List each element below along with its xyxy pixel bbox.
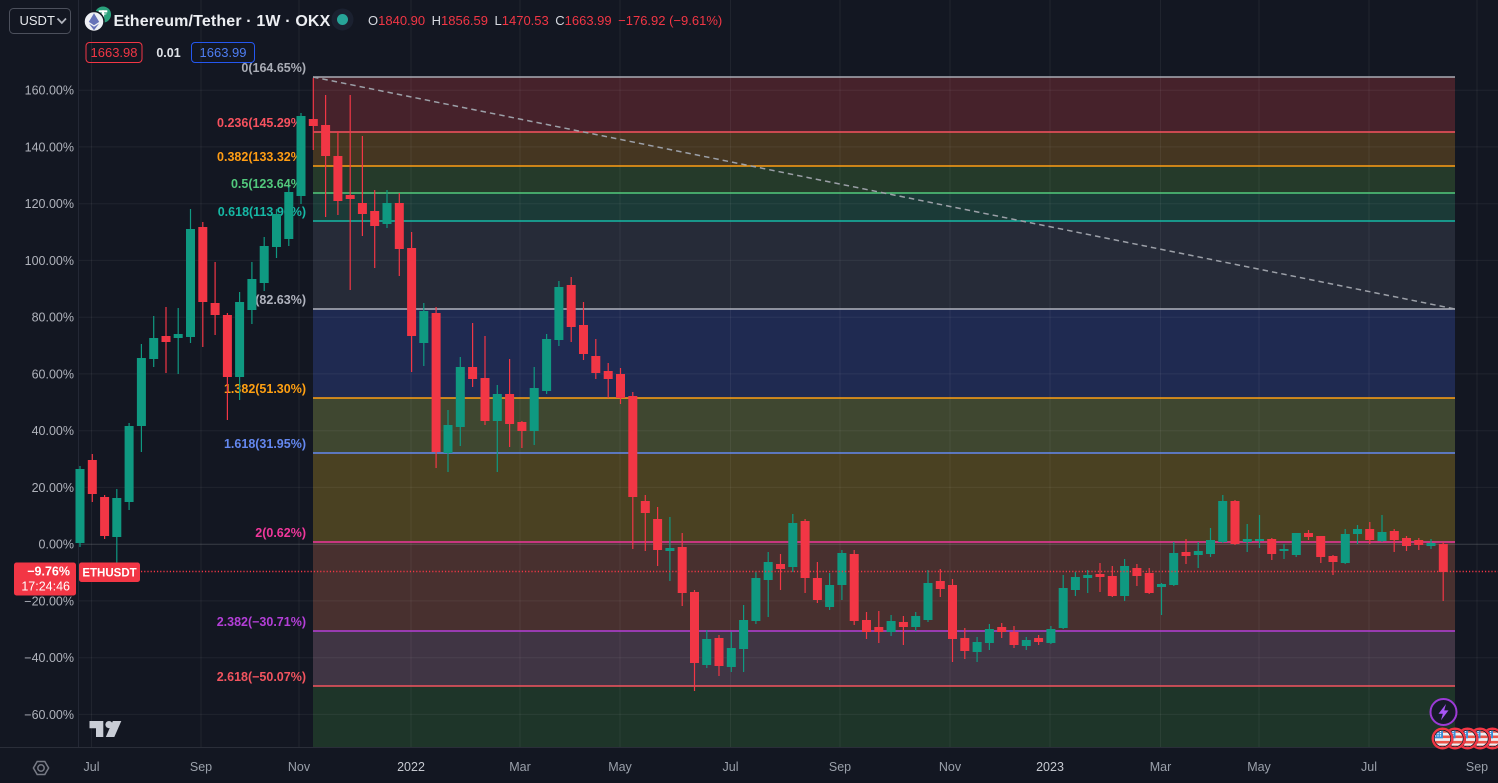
svg-text:1663.98: 1663.98 (91, 45, 138, 60)
svg-text:Nov: Nov (939, 760, 962, 774)
svg-text:0(164.65%): 0(164.65%) (241, 61, 306, 75)
svg-text:100.00%: 100.00% (25, 254, 74, 268)
svg-text:2(0.62%): 2(0.62%) (255, 526, 306, 540)
svg-text:−9.76%: −9.76% (27, 565, 70, 579)
svg-text:Sep: Sep (829, 760, 851, 774)
svg-text:0.00%: 0.00% (39, 538, 74, 552)
svg-text:ETHUSDT: ETHUSDT (82, 568, 136, 580)
svg-text:Mar: Mar (1150, 760, 1172, 774)
svg-text:Jul: Jul (84, 760, 100, 774)
svg-text:Jul: Jul (723, 760, 739, 774)
svg-text:Nov: Nov (288, 760, 311, 774)
svg-text:0.382(133.32%): 0.382(133.32%) (217, 150, 306, 164)
svg-text:Sep: Sep (1466, 760, 1488, 774)
svg-text:−60.00%: −60.00% (24, 708, 74, 722)
svg-text:40.00%: 40.00% (32, 424, 74, 438)
svg-text:1663.99: 1663.99 (200, 45, 247, 60)
svg-text:−20.00%: −20.00% (24, 594, 74, 608)
svg-text:160.00%: 160.00% (25, 84, 74, 98)
svg-text:O1840.90 H1856.59 L1470.53 C16: O1840.90 H1856.59 L1470.53 C1663.99 −176… (368, 13, 722, 28)
svg-text:2023: 2023 (1036, 760, 1064, 774)
svg-text:2.382(−30.71%): 2.382(−30.71%) (217, 615, 306, 629)
svg-text:Mar: Mar (509, 760, 531, 774)
svg-text:2022: 2022 (397, 760, 425, 774)
svg-text:0.01: 0.01 (156, 46, 180, 60)
svg-text:2.618(−50.07%): 2.618(−50.07%) (217, 670, 306, 684)
svg-text:60.00%: 60.00% (32, 367, 74, 381)
svg-text:Jul: Jul (1361, 760, 1377, 774)
svg-text:May: May (608, 760, 632, 774)
svg-text:−40.00%: −40.00% (24, 651, 74, 665)
svg-text:1.382(51.30%): 1.382(51.30%) (224, 382, 306, 396)
svg-text:Ethereum/Tether · 1W · OKX: Ethereum/Tether · 1W · OKX (114, 13, 331, 30)
svg-text:May: May (1247, 760, 1271, 774)
svg-text:(82.63%): (82.63%) (255, 293, 306, 307)
svg-text:USDT: USDT (20, 13, 55, 28)
svg-text:80.00%: 80.00% (32, 311, 74, 325)
svg-text:120.00%: 120.00% (25, 197, 74, 211)
svg-text:Sep: Sep (190, 760, 212, 774)
svg-text:20.00%: 20.00% (32, 481, 74, 495)
svg-text:140.00%: 140.00% (25, 140, 74, 154)
svg-text:0.5(123.64%): 0.5(123.64%) (231, 177, 306, 191)
svg-text:1.618(31.95%): 1.618(31.95%) (224, 437, 306, 451)
svg-text:17:24:46: 17:24:46 (21, 580, 70, 594)
svg-text:0.236(145.29%): 0.236(145.29%) (217, 116, 306, 130)
svg-text:0.618(113.96%): 0.618(113.96%) (218, 205, 306, 219)
